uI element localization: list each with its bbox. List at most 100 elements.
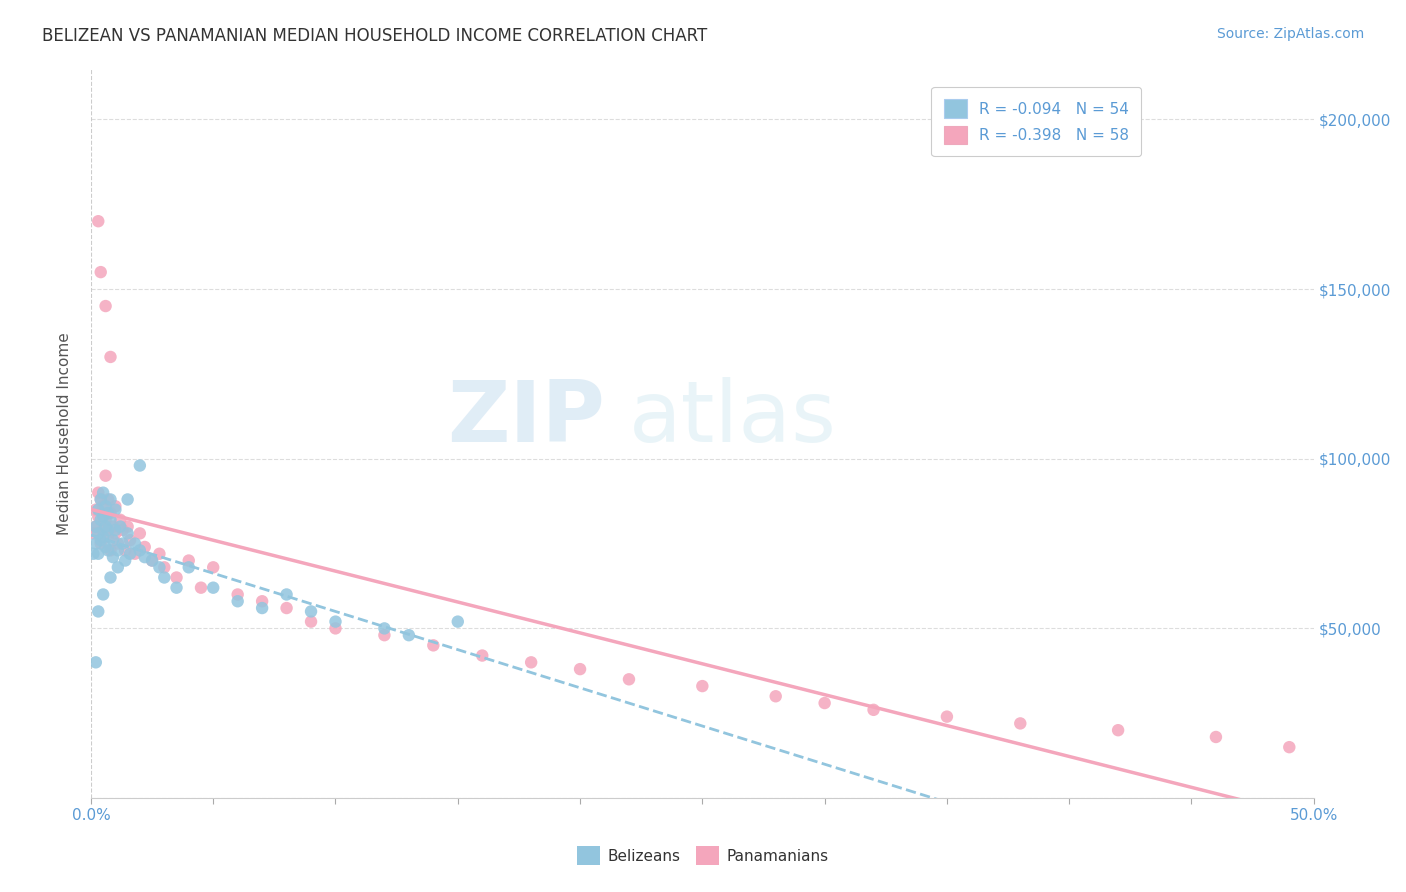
- Point: [90, 536, 112, 550]
- Point: [90, 533, 112, 548]
- Point: [94, 519, 117, 533]
- Point: [94, 540, 117, 554]
- Point: [94, 299, 117, 313]
- Point: [134, 540, 156, 554]
- Point: [100, 543, 122, 558]
- Point: [117, 526, 139, 541]
- Point: [935, 709, 957, 723]
- Point: [94, 468, 117, 483]
- Point: [90, 492, 112, 507]
- Point: [87, 485, 110, 500]
- Point: [91, 509, 114, 524]
- Legend: Belizeans, Panamanians: Belizeans, Panamanians: [571, 840, 835, 871]
- Point: [111, 536, 134, 550]
- Point: [107, 543, 129, 558]
- Point: [91, 485, 114, 500]
- Point: [87, 547, 110, 561]
- Point: [276, 601, 298, 615]
- Y-axis label: Median Household Income: Median Household Income: [58, 332, 72, 534]
- Point: [471, 648, 494, 663]
- Point: [373, 621, 395, 635]
- Point: [91, 523, 114, 537]
- Text: atlas: atlas: [628, 377, 837, 460]
- Point: [104, 502, 127, 516]
- Point: [153, 570, 176, 584]
- Point: [97, 492, 120, 507]
- Point: [104, 523, 127, 537]
- Point: [166, 570, 188, 584]
- Point: [120, 533, 142, 548]
- Point: [447, 615, 470, 629]
- Text: BELIZEAN VS PANAMANIAN MEDIAN HOUSEHOLD INCOME CORRELATION CHART: BELIZEAN VS PANAMANIAN MEDIAN HOUSEHOLD …: [42, 27, 707, 45]
- Point: [110, 513, 132, 527]
- Point: [1205, 730, 1227, 744]
- Point: [91, 530, 114, 544]
- Point: [134, 550, 156, 565]
- Point: [1010, 716, 1032, 731]
- Point: [82, 526, 104, 541]
- Point: [373, 628, 395, 642]
- Point: [91, 500, 114, 514]
- Point: [101, 550, 124, 565]
- Point: [84, 519, 107, 533]
- Point: [97, 530, 120, 544]
- Point: [299, 604, 322, 618]
- Point: [141, 553, 163, 567]
- Point: [111, 523, 134, 537]
- Point: [107, 536, 129, 550]
- Point: [90, 492, 112, 507]
- Point: [100, 506, 122, 520]
- Point: [325, 615, 347, 629]
- Point: [128, 543, 150, 558]
- Point: [814, 696, 837, 710]
- Point: [190, 581, 212, 595]
- Point: [100, 570, 122, 584]
- Point: [226, 594, 249, 608]
- Point: [765, 690, 787, 704]
- Point: [114, 553, 136, 567]
- Point: [422, 639, 444, 653]
- Text: Source: ZipAtlas.com: Source: ZipAtlas.com: [1216, 27, 1364, 41]
- Point: [325, 621, 347, 635]
- Point: [104, 526, 127, 541]
- Point: [862, 703, 884, 717]
- Point: [87, 604, 110, 618]
- Point: [110, 519, 132, 533]
- Point: [177, 560, 200, 574]
- Point: [117, 519, 139, 533]
- Point: [87, 502, 110, 516]
- Point: [148, 560, 170, 574]
- Point: [104, 500, 127, 514]
- Point: [97, 543, 120, 558]
- Point: [617, 673, 640, 687]
- Point: [101, 519, 124, 533]
- Point: [84, 519, 107, 533]
- Point: [299, 615, 322, 629]
- Point: [128, 526, 150, 541]
- Point: [1107, 723, 1129, 738]
- Point: [82, 547, 104, 561]
- Point: [120, 547, 142, 561]
- Text: ZIP: ZIP: [447, 377, 605, 460]
- Point: [166, 581, 188, 595]
- Point: [226, 587, 249, 601]
- Point: [87, 214, 110, 228]
- Point: [276, 587, 298, 601]
- Point: [97, 523, 120, 537]
- Point: [107, 560, 129, 574]
- Point: [100, 492, 122, 507]
- Point: [87, 509, 110, 524]
- Point: [97, 506, 120, 520]
- Point: [520, 656, 543, 670]
- Point: [398, 628, 420, 642]
- Point: [117, 492, 139, 507]
- Point: [124, 547, 146, 561]
- Point: [94, 500, 117, 514]
- Point: [148, 547, 170, 561]
- Point: [84, 536, 107, 550]
- Point: [202, 560, 225, 574]
- Point: [692, 679, 714, 693]
- Point: [128, 458, 150, 473]
- Point: [101, 533, 124, 548]
- Point: [124, 536, 146, 550]
